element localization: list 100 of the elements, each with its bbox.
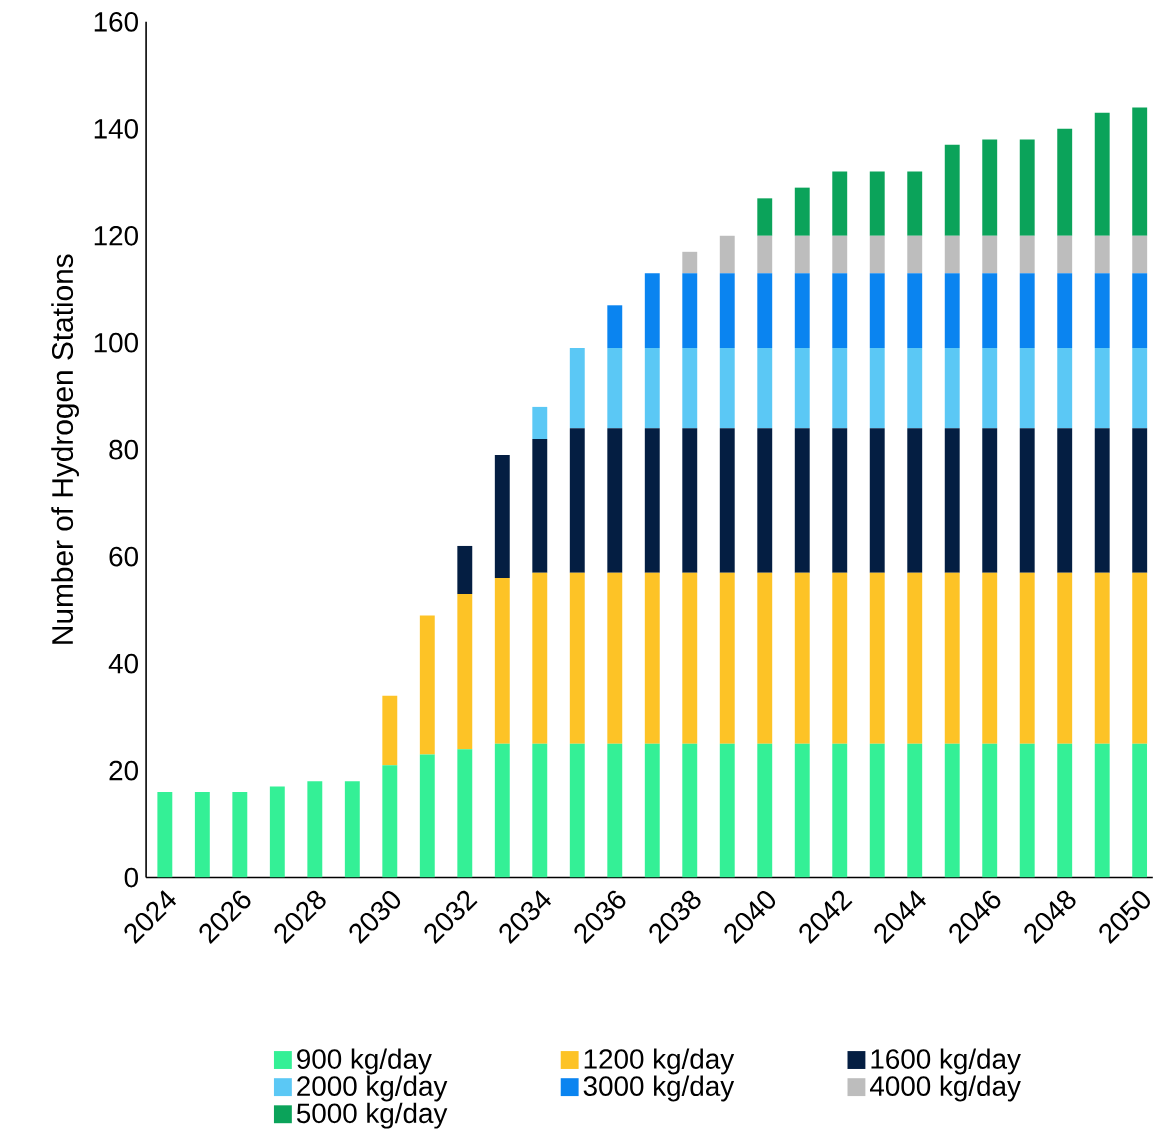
bar [1094,235,1110,274]
bar [794,428,810,573]
bar [532,439,548,573]
bar [982,743,998,878]
bar [944,428,960,573]
bar [794,348,810,429]
bar [832,348,848,429]
bar [1132,235,1148,274]
bar [532,743,548,878]
bar [982,273,998,349]
bar [1094,112,1110,236]
bar [1019,572,1035,744]
bar [869,572,885,744]
bar [869,235,885,274]
bar [644,428,660,573]
bar [569,348,585,429]
bar [1057,572,1073,744]
bar [982,348,998,429]
bar [982,139,998,236]
bar [1019,428,1035,573]
bar [832,572,848,744]
bar [607,305,623,349]
y-tick-label: 60 [109,546,138,567]
bar [494,578,510,744]
bar [644,743,660,878]
bar [1094,348,1110,429]
bar [944,348,960,429]
y-axis-title: Number of Hydrogen Stations [51,254,79,644]
bar [907,273,923,349]
bar [719,348,735,429]
bar [757,198,773,236]
bar [794,187,810,236]
bar [569,743,585,878]
bar [719,235,735,274]
y-tick-label: 120 [94,225,138,246]
bar [832,273,848,349]
bar [232,792,248,878]
y-tick-label: 160 [94,12,138,32]
bar [794,572,810,744]
bar [644,572,660,744]
bar [494,743,510,878]
y-tick-label: 140 [94,119,138,139]
bar [607,348,623,429]
bar [907,428,923,573]
bar [457,594,473,750]
bar [607,572,623,744]
bar [944,572,960,744]
bar [832,428,848,573]
bar [757,428,773,573]
bar [682,428,698,573]
bar [457,749,473,878]
bar [982,572,998,744]
bar [1094,273,1110,349]
bar [1094,572,1110,744]
bar [719,273,735,349]
bar [907,235,923,274]
bar [794,273,810,349]
y-tick-label: 20 [109,760,138,781]
bar [757,235,773,274]
bar [1132,107,1148,236]
bar [682,348,698,429]
bar [944,273,960,349]
bar [1094,743,1110,878]
bar [719,428,735,573]
y-tick-label: 40 [108,653,138,674]
legend-label: 900 kg/day [297,1048,432,1075]
bar [832,235,848,274]
bar [1019,273,1035,349]
bar [644,273,660,349]
bar [869,428,885,573]
bar [682,743,698,878]
bar [944,144,960,236]
bar [1057,273,1073,349]
bar [1057,235,1073,274]
legend-label: 1600 kg/day [871,1048,1021,1075]
bar [869,273,885,349]
bar [757,273,773,349]
bar [1019,348,1035,429]
legend-label: 1200 kg/day [584,1048,735,1075]
bar [382,765,398,878]
bar [682,273,698,349]
bar [757,348,773,429]
bar [719,743,735,878]
y-tick-label: 0 [124,867,138,888]
bar [757,743,773,878]
bar [382,695,398,766]
bar [794,743,810,878]
bar [682,572,698,744]
legend-label: 3000 kg/day [583,1075,735,1102]
bar [907,171,923,236]
legend-label: 2000 kg/day [297,1075,448,1102]
legend-label: 5000 kg/day [296,1102,448,1129]
bar [832,743,848,878]
bar [907,348,923,429]
bar [269,786,285,878]
bar [607,743,623,878]
bar [1132,348,1148,429]
bar [1094,428,1110,573]
bar [1132,572,1148,744]
bar [1019,235,1035,274]
